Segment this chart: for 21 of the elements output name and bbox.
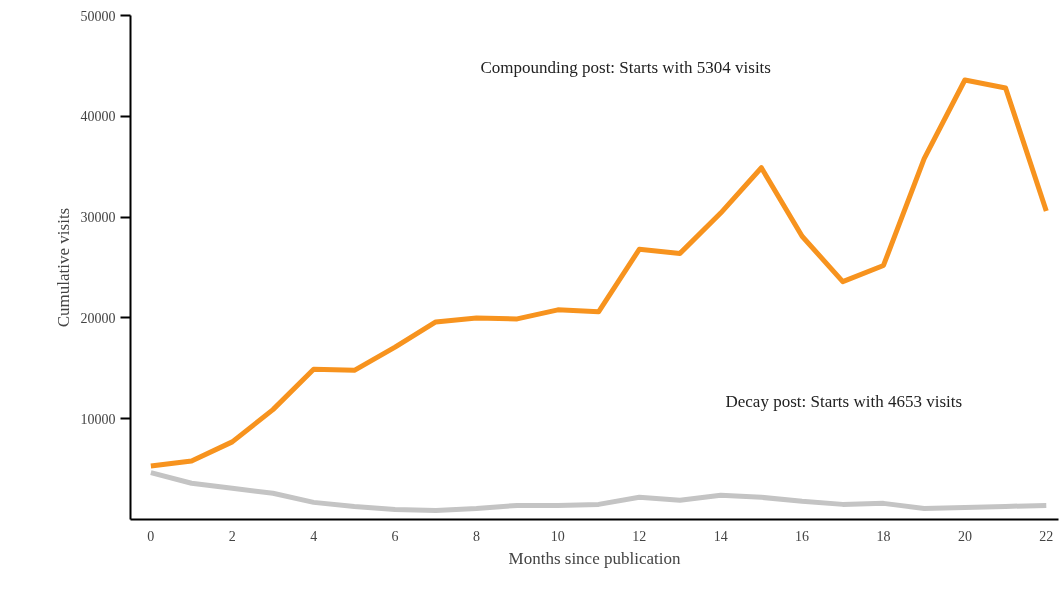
x-tick-label: 22: [1039, 528, 1054, 544]
x-tick-label: 12: [632, 528, 647, 544]
annotation: Compounding post: Starts with 5304 visits: [480, 58, 771, 77]
y-tick-label: 10000: [80, 411, 116, 427]
x-axis-title: Months since publication: [508, 548, 681, 568]
x-tick-label: 4: [310, 528, 318, 544]
y-tick-label: 40000: [80, 109, 116, 125]
x-tick-label: 20: [957, 528, 972, 544]
y-tick-label: 30000: [80, 210, 116, 226]
x-tick-label: 18: [876, 528, 891, 544]
x-tick-label: 8: [472, 528, 480, 544]
x-tick-label: 14: [713, 528, 728, 544]
x-tick-label: 10: [550, 528, 565, 544]
x-tick-label: 2: [228, 528, 236, 544]
y-tick-label: 20000: [80, 310, 116, 326]
x-tick-label: 0: [147, 528, 155, 544]
annotation: Decay post: Starts with 4653 visits: [725, 392, 963, 411]
y-axis-title: Cumulative visits: [53, 207, 73, 328]
y-tick-label: 50000: [80, 8, 116, 24]
x-tick-label: 16: [795, 528, 810, 544]
x-tick-label: 6: [391, 528, 399, 544]
